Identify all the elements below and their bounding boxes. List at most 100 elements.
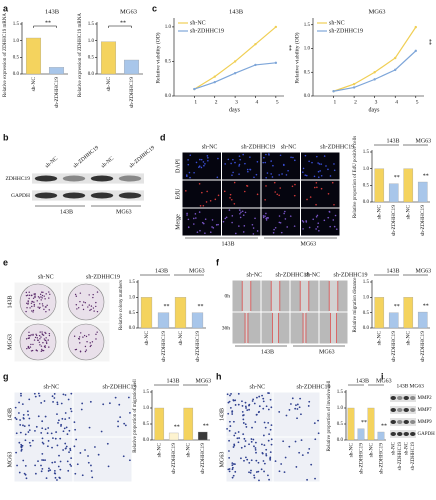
cell-dot <box>30 334 32 336</box>
cell-dot <box>204 232 206 234</box>
bar <box>168 432 179 441</box>
cell-dot <box>33 293 35 295</box>
cell-dot <box>268 153 270 155</box>
cell-dot <box>28 294 31 297</box>
cell-dot <box>64 394 67 396</box>
y-tick-label: 0.0 <box>165 94 172 99</box>
cell-dot <box>217 223 219 226</box>
group-label: MG63 <box>196 378 212 384</box>
bar <box>154 407 165 441</box>
cell-dot <box>54 476 57 479</box>
cell-dot <box>35 425 38 428</box>
legend-label: sh-ZDHHC19 <box>329 28 363 34</box>
cell-dot <box>48 309 50 311</box>
cell-dot <box>278 411 281 413</box>
image-cell <box>301 152 340 180</box>
point <box>254 63 257 67</box>
cell-dot <box>228 209 231 211</box>
y-tick-label: 0.0 <box>337 438 344 443</box>
cell-dot <box>57 422 59 424</box>
y-axis-label: Relative proportion of invasive cell <box>327 380 332 451</box>
row-label: 0h <box>225 293 231 299</box>
cell-dot <box>40 336 42 338</box>
cell-dot <box>237 441 240 444</box>
cell-dot <box>42 305 44 307</box>
significance: ** <box>45 20 51 26</box>
cell-dot <box>226 393 229 396</box>
bar <box>388 183 399 203</box>
cell-dot <box>41 437 44 440</box>
bar <box>123 59 140 75</box>
blot-band <box>390 432 396 436</box>
image-cell <box>182 208 221 236</box>
bar <box>403 168 414 203</box>
cell-dot <box>229 196 231 199</box>
cell-dot <box>60 423 63 426</box>
cell-dot <box>33 392 36 395</box>
cell-dot <box>231 464 234 467</box>
cell-dot <box>37 306 39 308</box>
row-label: MMP9 <box>418 420 433 425</box>
cell-dot <box>242 414 244 417</box>
cell-dot <box>287 169 289 172</box>
cell-dot <box>234 470 237 473</box>
y-tick-label: 1.0 <box>143 406 150 411</box>
cell-dot <box>41 348 43 351</box>
cell-dot <box>43 346 46 348</box>
cell-dot <box>269 398 272 401</box>
cell-dot <box>252 233 255 235</box>
cell-dot <box>209 231 212 233</box>
cell-dot <box>329 225 331 228</box>
cell-dot <box>310 463 313 466</box>
cell-dot <box>261 443 263 446</box>
y-tick-label: 0.5 <box>13 55 20 60</box>
y-tick-label: 0.5 <box>337 422 344 427</box>
cell-dot <box>56 413 58 416</box>
significance: ** <box>286 45 292 51</box>
cell-dot <box>279 187 282 189</box>
cell-dot <box>315 228 317 230</box>
bar <box>357 428 365 441</box>
cell-dot <box>32 334 34 336</box>
cell-dot <box>266 217 268 219</box>
cell-dot <box>320 187 323 190</box>
x-tick-label: sh-NC <box>377 205 383 220</box>
cell-dot <box>247 170 249 173</box>
cell-dot <box>84 449 86 451</box>
chart-title: 143B <box>229 8 244 15</box>
cell-dot <box>262 216 265 219</box>
column-label: sh-ZDHHC19 <box>128 145 156 170</box>
cell-dot <box>216 176 219 179</box>
cell-dot <box>28 398 31 401</box>
cell-dot <box>38 297 41 299</box>
cell-dot <box>54 461 56 463</box>
cell-dot <box>23 425 26 428</box>
cell-dot <box>257 470 260 473</box>
cell-dot <box>89 342 91 344</box>
cell-dot <box>201 221 204 224</box>
cell-dot <box>255 471 258 473</box>
blot-band <box>34 192 58 199</box>
series-line <box>194 62 276 90</box>
cell-dot <box>320 174 323 177</box>
series-line <box>194 26 277 90</box>
row-label: ZDHHC19 <box>6 176 31 182</box>
cell-dot <box>24 473 27 476</box>
y-tick-label: 1.5 <box>363 150 370 155</box>
row-label: Merge <box>175 214 181 230</box>
cell-dot <box>186 212 188 215</box>
row-label: MMP7 <box>418 408 433 413</box>
cell-dot <box>45 310 47 313</box>
blot-lane <box>390 418 416 426</box>
cell-dot <box>76 308 78 310</box>
cell-dot <box>294 407 297 410</box>
cell-dot <box>237 431 240 433</box>
cell-dot <box>124 424 127 427</box>
y-tick-label: 0.5 <box>363 311 370 316</box>
cell-dot <box>187 218 190 221</box>
cell-dot <box>243 445 246 448</box>
cell-dot <box>231 476 234 479</box>
cell-dot <box>204 163 206 165</box>
cell-dot <box>199 158 201 161</box>
cell-dot <box>279 221 282 224</box>
